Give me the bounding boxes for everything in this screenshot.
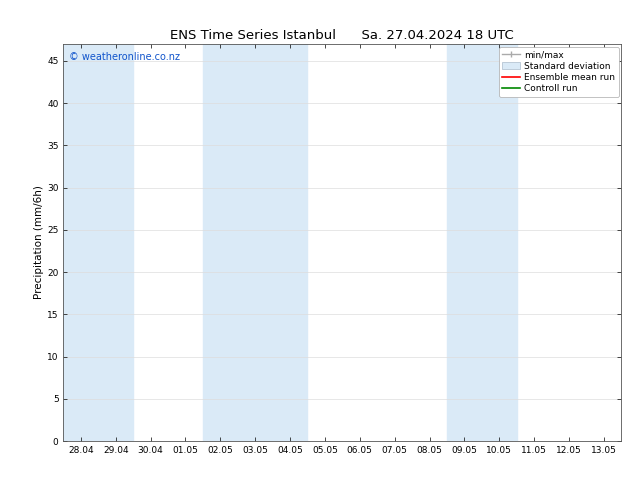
Y-axis label: Precipitation (mm/6h): Precipitation (mm/6h): [34, 186, 44, 299]
Text: © weatheronline.co.nz: © weatheronline.co.nz: [69, 52, 180, 62]
Legend: min/max, Standard deviation, Ensemble mean run, Controll run: min/max, Standard deviation, Ensemble me…: [499, 47, 619, 97]
Title: ENS Time Series Istanbul      Sa. 27.04.2024 18 UTC: ENS Time Series Istanbul Sa. 27.04.2024 …: [171, 28, 514, 42]
Bar: [447, 44, 517, 441]
Bar: [203, 44, 307, 441]
Bar: [63, 44, 133, 441]
